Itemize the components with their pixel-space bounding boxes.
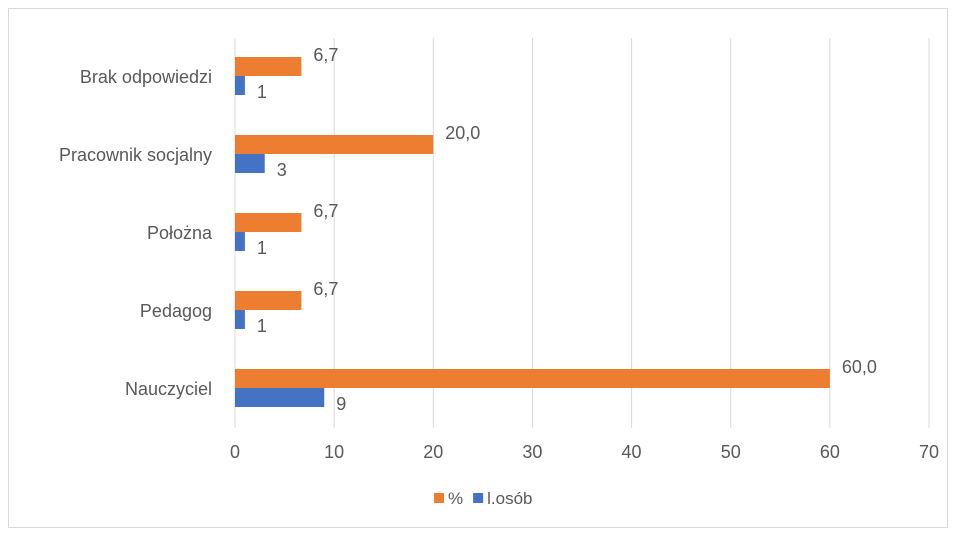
x-tick-label: 10: [324, 442, 344, 462]
x-tick-label: 60: [820, 442, 840, 462]
x-tick-label: 50: [721, 442, 741, 462]
category-labels: Brak odpowiedzi Pracownik socjalny Położna…: [59, 67, 213, 399]
category-label: Położna: [147, 223, 213, 243]
data-label: 1: [257, 316, 267, 336]
bar: [235, 369, 830, 388]
gridlines: [234, 38, 930, 428]
legend-swatch: [434, 493, 444, 503]
data-label: 6,7: [313, 279, 338, 299]
legend-label: %: [448, 489, 463, 508]
chart-frame: [8, 8, 948, 528]
x-tick-label: 0: [230, 442, 240, 462]
x-tick-label: 30: [522, 442, 542, 462]
bar: [235, 388, 325, 407]
data-label: 3: [277, 160, 287, 180]
bar: [235, 135, 434, 154]
data-label: 6,7: [313, 45, 338, 65]
bar: [235, 57, 302, 76]
data-label: 1: [257, 238, 267, 258]
data-label: 6,7: [313, 201, 338, 221]
bar: [235, 213, 302, 232]
bar: [235, 76, 245, 95]
category-label: Pedagog: [140, 301, 212, 321]
category-label: Nauczyciel: [125, 379, 212, 399]
legend-label: l.osób: [487, 489, 532, 508]
x-tick-label: 40: [622, 442, 642, 462]
category-label: Brak odpowiedzi: [80, 67, 212, 87]
bar: [235, 232, 245, 251]
data-label: 60,0: [842, 357, 877, 377]
bar: [235, 291, 302, 310]
x-tick-label: 20: [423, 442, 443, 462]
x-tick-label: 70: [919, 442, 939, 462]
data-label: 9: [336, 394, 346, 414]
bar: [235, 310, 245, 329]
bar: [235, 154, 265, 173]
x-tick-labels: 0 10 20 30 40 50 60 70: [230, 442, 939, 462]
data-label: 1: [257, 82, 267, 102]
category-label: Pracownik socjalny: [59, 145, 212, 165]
legend: % l.osób: [434, 489, 533, 508]
data-labels: 6,7 1 20,0 3 6,7 1 6,7 1 60,0 9: [257, 45, 877, 414]
bars: [235, 57, 830, 407]
data-label: 20,0: [445, 123, 480, 143]
legend-swatch: [473, 493, 484, 503]
